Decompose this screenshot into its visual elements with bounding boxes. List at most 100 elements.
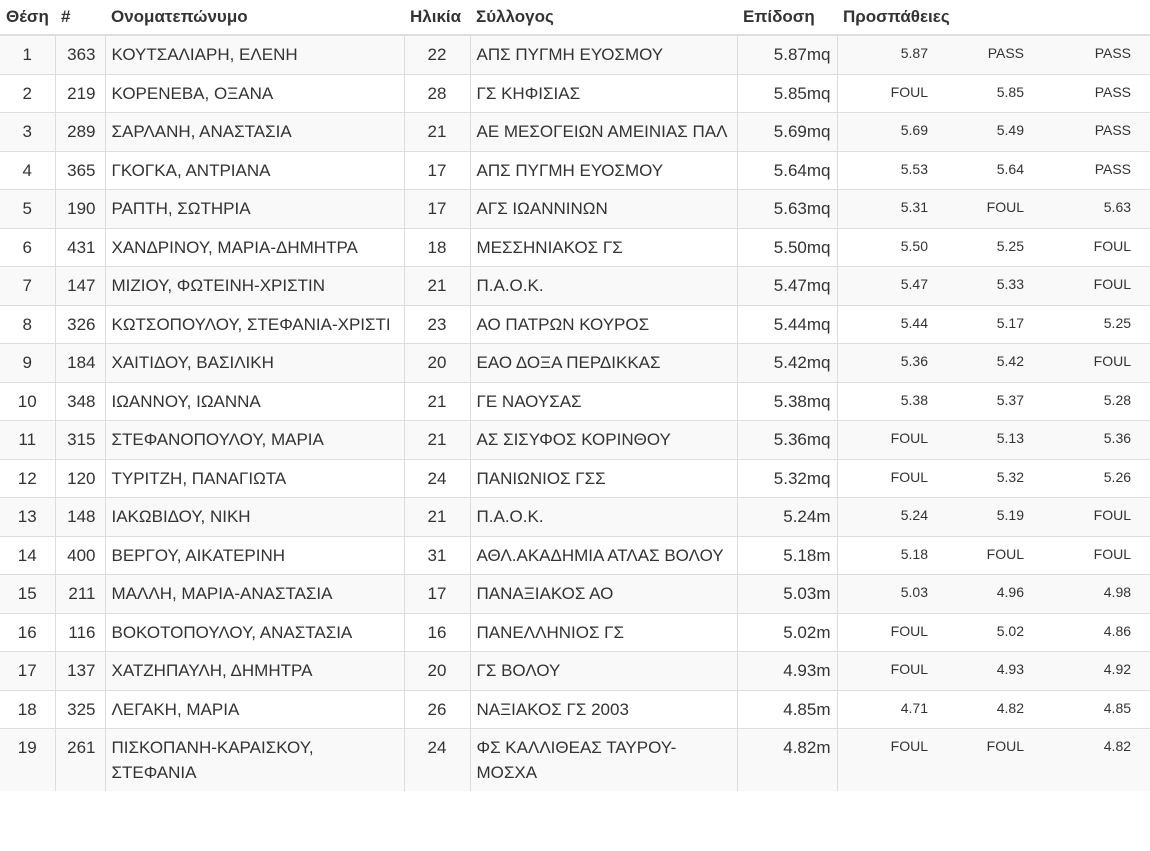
table-row: 13 148 ΙΑΚΩΒΙΔΟΥ, ΝΙΚΗ 21 Π.Α.Ο.Κ. 5.24m 5.24 5…: [0, 497, 1150, 536]
cell-attempt-2: 5.02: [947, 612, 1043, 652]
cell-attempt-1: 5.24: [837, 497, 947, 536]
cell-performance: 5.85mq: [737, 73, 838, 113]
cell-club: ΑΟ ΠΑΤΡΩΝ ΚΟΥΡΟΣ: [470, 304, 738, 344]
cell-position: 5: [0, 189, 56, 228]
cell-bib: 137: [55, 651, 106, 690]
cell-attempt-2: 4.96: [947, 574, 1043, 613]
cell-attempt-2: 5.33: [947, 266, 1043, 305]
cell-club: ΠΑΝΑΞΙΑΚΟΣ ΑΟ: [470, 574, 738, 613]
cell-attempt-3: FOUL: [1043, 535, 1150, 575]
header-club[interactable]: Σύλλογος: [470, 0, 737, 36]
header-bib[interactable]: #: [55, 0, 105, 36]
cell-age: 23: [404, 304, 471, 344]
cell-club: ΑΠΣ ΠΥΓΜΗ ΕΥΟΣΜΟΥ: [470, 34, 738, 74]
cell-bib: 315: [55, 420, 106, 459]
cell-attempt-3: 5.28: [1043, 381, 1150, 421]
cell-performance: 5.42mq: [737, 343, 838, 382]
cell-attempt-2: FOUL: [947, 535, 1043, 575]
cell-position: 12: [0, 458, 56, 498]
header-age[interactable]: Ηλικία: [404, 0, 470, 36]
table-row: 15 211 ΜΑΛΛΗ, ΜΑΡΙΑ-ΑΝΑΣΤΑΣΙΑ 17 ΠΑΝΑΞΙΑΚΟΣ …: [0, 574, 1150, 613]
cell-club: ΑΓΣ ΙΩΑΝΝΙΝΩΝ: [470, 189, 738, 228]
cell-name: ΚΟΡΕΝΕΒΑ, ΟΞΑΝΑ: [105, 73, 405, 113]
cell-position: 13: [0, 497, 56, 536]
cell-bib: 261: [55, 728, 106, 791]
cell-attempt-3: 5.36: [1043, 420, 1150, 459]
cell-attempt-3: 5.26: [1043, 458, 1150, 498]
cell-club: Π.Α.Ο.Κ.: [470, 497, 738, 536]
cell-attempt-3: 4.86: [1043, 612, 1150, 652]
cell-attempt-1: 5.44: [837, 304, 947, 344]
cell-bib: 184: [55, 343, 106, 382]
header-performance[interactable]: Επίδοση: [737, 0, 837, 36]
table-row: 11 315 ΣΤΕΦΑΝΟΠΟΥΛΟΥ, ΜΑΡΙΑ 21 ΑΣ ΣΙΣΥΦΟΣ ΚΟ…: [0, 420, 1150, 459]
cell-attempt-3: 4.85: [1043, 689, 1150, 729]
cell-age: 24: [404, 458, 471, 498]
cell-age: 17: [404, 150, 471, 190]
cell-bib: 190: [55, 189, 106, 228]
cell-attempt-1: 5.03: [837, 574, 947, 613]
cell-name: ΙΑΚΩΒΙΔΟΥ, ΝΙΚΗ: [105, 497, 405, 536]
cell-attempt-1: 5.18: [837, 535, 947, 575]
cell-name: ΤΥΡΙΤΖΗ, ΠΑΝΑΓΙΩΤΑ: [105, 458, 405, 498]
cell-bib: 219: [55, 73, 106, 113]
header-attempts: Προσπάθειες: [837, 0, 1150, 36]
cell-bib: 363: [55, 34, 106, 74]
cell-name: ΒΟΚΟΤΟΠΟΥΛΟΥ, ΑΝΑΣΤΑΣΙΑ: [105, 612, 405, 652]
table-row: 16 116 ΒΟΚΟΤΟΠΟΥΛΟΥ, ΑΝΑΣΤΑΣΙΑ 16 ΠΑΝΕΛΛΗΝΙΟ…: [0, 612, 1150, 652]
cell-attempt-1: FOUL: [837, 728, 947, 791]
cell-position: 14: [0, 535, 56, 575]
cell-attempt-1: FOUL: [837, 651, 947, 690]
cell-attempt-2: FOUL: [947, 189, 1043, 228]
header-row: Θέση # Ονοματεπώνυμο Ηλικία Σύλλογος Επί…: [0, 0, 1150, 36]
cell-attempt-2: 5.85: [947, 73, 1043, 113]
table-row: 2 219 ΚΟΡΕΝΕΒΑ, ΟΞΑΝΑ 28 ΓΣ ΚΗΦΙΣΙΑΣ 5.85mq FO…: [0, 73, 1150, 113]
cell-attempt-2: 5.42: [947, 343, 1043, 382]
cell-bib: 365: [55, 150, 106, 190]
cell-position: 15: [0, 574, 56, 613]
cell-name: ΛΕΓΑΚΗ, ΜΑΡΙΑ: [105, 689, 405, 729]
cell-club: ΓΣ ΒΟΛΟΥ: [470, 651, 738, 690]
cell-attempt-1: FOUL: [837, 612, 947, 652]
cell-age: 17: [404, 574, 471, 613]
cell-age: 18: [404, 227, 471, 267]
cell-name: ΣΑΡΛΑΝΗ, ΑΝΑΣΤΑΣΙΑ: [105, 112, 405, 151]
cell-age: 17: [404, 189, 471, 228]
results-table-body: 1 363 ΚΟΥΤΣΑΛΙΑΡΗ, ΕΛΕΝΗ 22 ΑΠΣ ΠΥΓΜΗ ΕΥΟΣΜΟ…: [0, 34, 1150, 791]
table-row: 4 365 ΓΚΟΓΚΑ, ΑΝΤΡΙΑΝΑ 17 ΑΠΣ ΠΥΓΜΗ ΕΥΟΣΜΟΥ 5…: [0, 150, 1150, 190]
cell-name: ΙΩΑΝΝΟΥ, ΙΩΑΝΝΑ: [105, 381, 405, 421]
table-row: 17 137 ΧΑΤΖΗΠΑΥΛΗ, ΔΗΜΗΤΡΑ 20 ΓΣ ΒΟΛΟΥ 4.93m F…: [0, 651, 1150, 690]
cell-age: 21: [404, 266, 471, 305]
cell-performance: 4.82m: [737, 728, 838, 791]
cell-club: ΑΕ ΜΕΣΟΓΕΙΩΝ ΑΜΕΙΝΙΑΣ ΠΑΛ: [470, 112, 738, 151]
cell-attempt-1: 5.50: [837, 227, 947, 267]
table-row: 14 400 ΒΕΡΓΟΥ, ΑΙΚΑΤΕΡΙΝΗ 31 ΑΘΛ.ΑΚΑΔΗΜΙΑ ΑΤ…: [0, 535, 1150, 575]
table-row: 3 289 ΣΑΡΛΑΝΗ, ΑΝΑΣΤΑΣΙΑ 21 ΑΕ ΜΕΣΟΓΕΙΩΝ ΑΜΕ…: [0, 112, 1150, 151]
cell-position: 17: [0, 651, 56, 690]
cell-attempt-2: 4.82: [947, 689, 1043, 729]
cell-position: 9: [0, 343, 56, 382]
table-row: 1 363 ΚΟΥΤΣΑΛΙΑΡΗ, ΕΛΕΝΗ 22 ΑΠΣ ΠΥΓΜΗ ΕΥΟΣΜΟ…: [0, 34, 1150, 74]
cell-age: 16: [404, 612, 471, 652]
cell-attempt-1: 5.87: [837, 34, 947, 74]
cell-position: 11: [0, 420, 56, 459]
cell-performance: 5.50mq: [737, 227, 838, 267]
cell-attempt-3: 5.25: [1043, 304, 1150, 344]
cell-bib: 431: [55, 227, 106, 267]
cell-bib: 116: [55, 612, 106, 652]
cell-performance: 5.32mq: [737, 458, 838, 498]
cell-position: 6: [0, 227, 56, 267]
cell-attempt-2: FOUL: [947, 728, 1043, 791]
cell-bib: 289: [55, 112, 106, 151]
cell-attempt-1: FOUL: [837, 73, 947, 113]
header-name[interactable]: Ονοματεπώνυμο: [105, 0, 404, 36]
cell-name: ΓΚΟΓΚΑ, ΑΝΤΡΙΑΝΑ: [105, 150, 405, 190]
cell-name: ΜΑΛΛΗ, ΜΑΡΙΑ-ΑΝΑΣΤΑΣΙΑ: [105, 574, 405, 613]
cell-attempt-3: 5.63: [1043, 189, 1150, 228]
cell-performance: 4.93m: [737, 651, 838, 690]
cell-attempt-1: 5.31: [837, 189, 947, 228]
header-position[interactable]: Θέση: [0, 0, 55, 36]
cell-attempt-3: FOUL: [1043, 343, 1150, 382]
cell-age: 20: [404, 651, 471, 690]
cell-bib: 400: [55, 535, 106, 575]
